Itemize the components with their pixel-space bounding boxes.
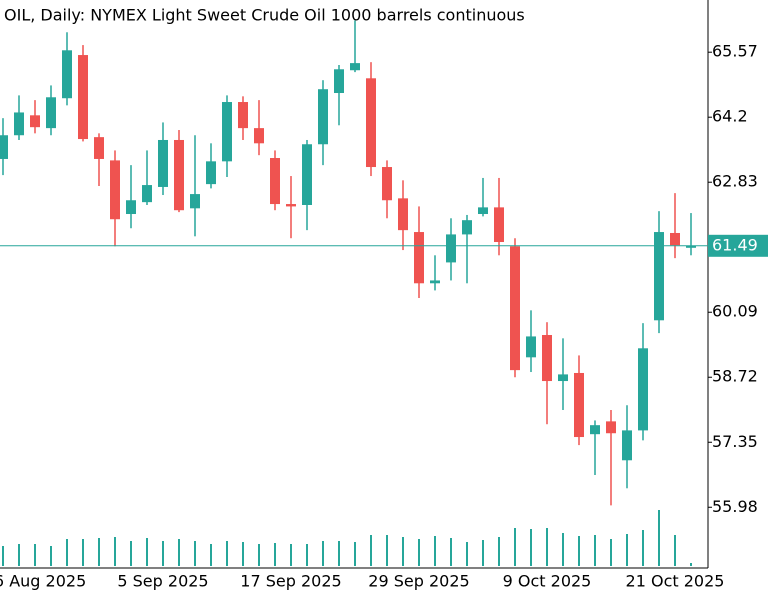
candle-body (270, 158, 280, 205)
candle-body (510, 246, 520, 371)
candle-body (414, 232, 424, 284)
candle-body (78, 55, 88, 140)
price-label-box (708, 234, 768, 257)
x-tick-label: 17 Sep 2025 (240, 572, 341, 591)
candle-body (366, 78, 376, 168)
candle-body (318, 89, 328, 145)
candle-body (606, 421, 616, 434)
candle-body (686, 245, 696, 248)
candle-body (334, 69, 344, 94)
candle-body (590, 425, 600, 435)
price-label: 61.49 (712, 235, 758, 254)
candle-body (142, 185, 152, 203)
candle-body (302, 144, 312, 205)
candle-body (0, 135, 8, 159)
candle-body (206, 161, 216, 185)
candle-body (574, 372, 584, 438)
x-tick-label: 9 Oct 2025 (503, 572, 592, 591)
chart-title: OIL, Daily: NYMEX Light Sweet Crude Oil … (4, 6, 525, 25)
x-tick-label: 5 Sep 2025 (117, 572, 208, 591)
candle-body (382, 167, 392, 201)
candle-body (542, 335, 552, 382)
candle-body (430, 280, 440, 284)
candle-body (254, 128, 264, 144)
candle-body (94, 137, 104, 159)
x-tick-label: 29 Sep 2025 (368, 572, 469, 591)
candle-body (62, 50, 72, 99)
candle-body (350, 63, 360, 71)
candle-body (622, 430, 632, 461)
candle-body (30, 115, 40, 128)
candle-body (174, 139, 184, 211)
candle-body (126, 200, 136, 215)
candle-body (46, 97, 56, 129)
candle-body (558, 374, 568, 382)
candle-body (446, 234, 456, 263)
x-tick-label: 26 Aug 2025 (0, 572, 86, 591)
candle-body (526, 336, 536, 358)
candle-body (478, 207, 488, 215)
candle-body (14, 112, 24, 136)
x-tick-label: 21 Oct 2025 (626, 572, 725, 591)
candle-body (222, 102, 232, 162)
y-tick-label: 62.83 (712, 172, 758, 191)
y-tick-label: 64.2 (712, 107, 748, 126)
candle-body (110, 160, 120, 220)
candle-body (462, 220, 472, 235)
y-tick-label: 60.09 (712, 302, 758, 321)
candle-body (190, 194, 200, 209)
candle-body (654, 232, 664, 321)
candle-body (670, 232, 680, 246)
y-tick-label: 65.57 (712, 42, 758, 61)
y-tick-label: 57.35 (712, 432, 758, 451)
y-tick-label: 55.98 (712, 497, 758, 516)
candle-body (286, 204, 296, 207)
candle-body (638, 348, 648, 431)
candle-body (158, 139, 168, 187)
candle-body (238, 102, 248, 129)
y-tick-label: 58.72 (712, 367, 758, 386)
candle-body (494, 207, 504, 243)
candle-body (398, 198, 408, 231)
